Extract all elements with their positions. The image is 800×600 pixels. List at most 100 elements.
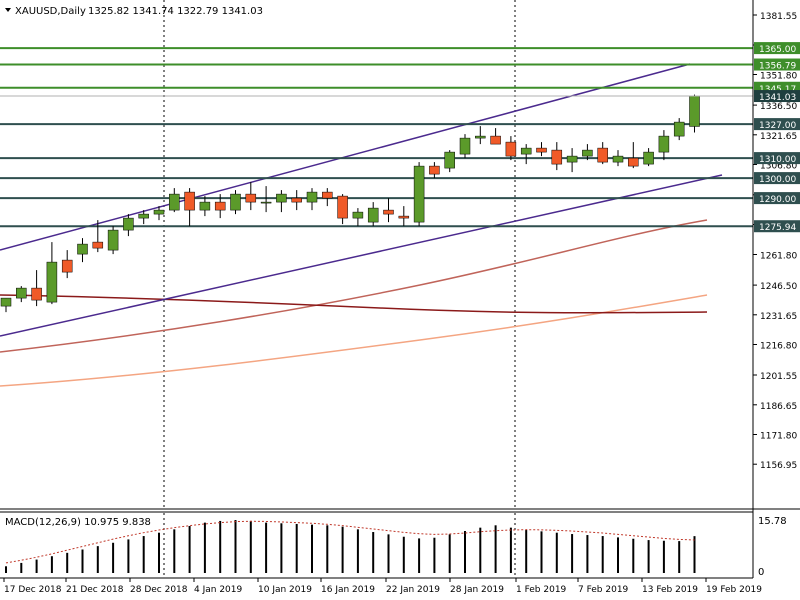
bullish-candle — [367, 207, 379, 223]
bearish-candle — [383, 209, 394, 215]
bearish-candle — [490, 135, 501, 145]
time-tick-label: 17 Dec 2018 — [4, 585, 62, 595]
price-tick-label: 1351.80 — [760, 72, 797, 82]
bullish-candle — [169, 193, 180, 211]
bullish-candle — [643, 151, 654, 165]
bullish-candle — [520, 147, 532, 155]
bearish-candle — [31, 287, 42, 301]
bearish-candle — [214, 201, 226, 211]
bearish-candle — [322, 191, 333, 199]
bearish-candle — [184, 191, 195, 211]
bearish-candle — [337, 195, 348, 219]
bearish-candle — [536, 147, 547, 153]
bullish-candle — [673, 121, 685, 137]
time-tick-label: 10 Jan 2019 — [258, 585, 312, 595]
bullish-candle — [582, 149, 593, 157]
bearish-candle — [551, 149, 563, 165]
level-tag-label: 1275.94 — [759, 223, 796, 233]
macd-label: MACD(12,26,9) 10.975 9.838 — [5, 517, 151, 528]
period-separators — [163, 0, 516, 578]
level-tag — [754, 152, 800, 165]
moving-average-long — [0, 294, 708, 314]
price-tick-label: 1306.80 — [760, 162, 797, 172]
price-tick-label: 1171.80 — [760, 432, 797, 442]
channel-lower-line — [0, 174, 723, 337]
moving-averages — [0, 219, 708, 387]
symbol-label: XAUUSD,Daily — [15, 6, 86, 17]
horizontal-levels — [0, 47, 753, 228]
bullish-candle — [123, 217, 134, 231]
time-tick-label: 13 Feb 2019 — [642, 585, 698, 595]
level-tag — [754, 58, 800, 71]
bullish-candle — [230, 193, 241, 211]
bullish-candle — [459, 137, 471, 155]
price-axis: 1381.551366.551351.801336.501321.651306.… — [752, 0, 800, 578]
level-tag-label: 1310.00 — [759, 155, 796, 165]
time-tick-label: 19 Feb 2019 — [706, 585, 762, 595]
level-tag — [754, 220, 800, 233]
time-tick-label: 21 Dec 2018 — [66, 585, 124, 595]
current-price-tag — [754, 90, 800, 103]
level-tag-label: 1345.17 — [759, 85, 796, 95]
bullish-candle — [0, 297, 12, 307]
level-tag-label: 1300.00 — [759, 175, 796, 185]
price-tick-label: 1261.80 — [760, 252, 797, 262]
bullish-candle — [475, 135, 486, 139]
bullish-candle — [77, 243, 88, 255]
price-panel: XAUUSD,Daily 1325.82 1341.74 1322.79 134… — [0, 0, 753, 578]
bullish-candle — [107, 229, 119, 251]
bearish-candle — [628, 157, 639, 167]
macd-panel: MACD(12,26,9) 10.975 9.838 15.78 0 — [5, 516, 787, 578]
time-tick-label: 28 Dec 2018 — [130, 585, 188, 595]
bullish-candle — [46, 261, 58, 303]
bullish-candle — [306, 191, 318, 203]
level-tag — [754, 42, 800, 55]
bullish-candle — [689, 95, 700, 127]
bullish-candle — [658, 135, 670, 153]
level-tag-label: 1356.79 — [759, 62, 796, 72]
time-tick-label: 28 Jan 2019 — [450, 585, 504, 595]
macd-signal-line — [5, 520, 695, 564]
trend-channel — [0, 63, 723, 337]
price-tick-label: 1201.55 — [760, 372, 797, 382]
level-tag-label: 1365.00 — [759, 45, 796, 55]
price-tick-label: 1186.65 — [760, 402, 797, 412]
price-tick-label: 1156.95 — [760, 461, 797, 471]
price-tick-label: 1321.65 — [760, 132, 797, 142]
macd-axis-top-label: 15.78 — [758, 516, 787, 527]
bearish-candle — [61, 259, 73, 273]
bullish-candle — [444, 151, 455, 169]
level-tag — [754, 192, 800, 205]
current-price-label: 1341.03 — [759, 93, 796, 103]
moving-average-fast — [0, 219, 708, 353]
level-tag — [754, 118, 800, 131]
dropdown-triangle-icon[interactable] — [5, 8, 11, 12]
bullish-candle — [276, 193, 287, 203]
bullish-candle — [260, 201, 272, 204]
time-tick-label: 7 Feb 2019 — [578, 585, 629, 595]
bearish-candle — [398, 215, 410, 219]
bullish-candle — [612, 155, 624, 163]
time-axis: 17 Dec 2018 21 Dec 2018 28 Dec 2018 4 Jan 2… — [0, 577, 762, 595]
price-tick-label: 1381.55 — [760, 12, 797, 22]
price-tick-label: 1231.65 — [760, 312, 797, 322]
bullish-candle — [199, 201, 211, 211]
bearish-candle — [245, 193, 257, 203]
bearish-candle — [505, 141, 517, 157]
price-tick-label: 1336.50 — [760, 102, 797, 112]
level-tag-label: 1327.00 — [759, 121, 796, 131]
time-tick-label: 22 Jan 2019 — [386, 585, 440, 595]
candlesticks — [0, 94, 700, 313]
bullish-candle — [566, 155, 578, 163]
moving-average-slow — [0, 294, 708, 387]
bullish-candle — [138, 213, 149, 219]
symbol-header: XAUUSD,Daily 1325.82 1341.74 1322.79 134… — [5, 6, 263, 17]
time-tick-label: 4 Jan 2019 — [194, 585, 242, 595]
price-tick-label: 1216.80 — [760, 342, 797, 352]
level-tag-label: 1290.00 — [759, 195, 796, 205]
bullish-candle — [16, 287, 27, 299]
bearish-candle — [429, 165, 440, 175]
bullish-candle — [352, 211, 364, 219]
bearish-candle — [291, 197, 302, 203]
macd-axis-zero-label: 0 — [758, 567, 764, 578]
